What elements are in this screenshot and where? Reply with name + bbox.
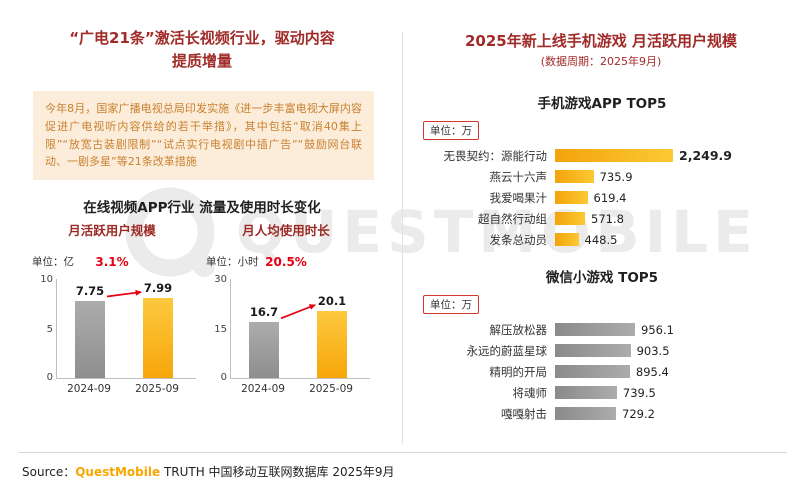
game-value: 448.5 xyxy=(584,232,618,247)
growth-rate-label: 3.1% xyxy=(95,255,129,269)
left-section-title: 在线视频APP行业 流量及使用时长变化 xyxy=(83,200,321,216)
x-label: 2024-09 xyxy=(241,383,285,395)
game-bar xyxy=(555,344,631,357)
y-tick-label: 5 xyxy=(46,324,53,335)
game-bar xyxy=(555,233,579,246)
right-page-title: 2025年新上线手机游戏 月活跃用户规模 xyxy=(465,32,737,50)
game-name: 将魂师 xyxy=(512,385,548,400)
watermark-text: QUESTMOBILE xyxy=(236,198,758,266)
policy-highlight-box: 今年8月，国家广播电视总局印发实施《进一步丰富电视大屏内容 促进广电视听内容供给… xyxy=(33,91,374,181)
y-tick-label: 30 xyxy=(214,274,227,285)
unit-label: 单位：亿 xyxy=(32,256,74,268)
plot-area: 10 5 0 7.75 7.99 xyxy=(40,274,196,383)
game-name: 超自然行动组 xyxy=(478,211,547,226)
y-tick-label: 0 xyxy=(220,372,227,383)
game-row: 超自然行动组 571.8 xyxy=(407,208,797,229)
game-value: 735.9 xyxy=(599,169,633,184)
y-tick-label: 15 xyxy=(214,324,227,335)
right-subtitle: (数据周期：2025年9月) xyxy=(540,55,662,68)
game-name: 无畏契约：源能行动 xyxy=(443,148,548,163)
questmobile-logo-icon xyxy=(125,187,215,277)
left-title-line1: “广电21条”激活长视频行业，驱动内容 xyxy=(69,29,335,47)
bar-value-label: 7.99 xyxy=(143,281,173,296)
x-label: 2024-09 xyxy=(67,383,111,395)
section-title: 微信小游戏 TOP5 xyxy=(545,270,659,286)
game-name: 嘎嘎射击 xyxy=(501,406,547,421)
game-name: 解压放松器 xyxy=(489,322,548,337)
left-page-title: “广电21条”激活长视频行业，驱动内容 提质增量 xyxy=(10,27,394,72)
growth-rate-label: 20.5% xyxy=(265,255,307,269)
game-row: 燕云十六声 735.9 xyxy=(407,166,797,187)
source-suffix: TRUTH 中国移动互联网数据库 2025年9月 xyxy=(160,465,395,479)
bar-value-label: 20.1 xyxy=(317,294,347,308)
x-axis-labels: 2024-09 2025-09 xyxy=(56,383,196,398)
bar-2025-09: 7.99 xyxy=(143,281,173,378)
unit-label: 单位：万 xyxy=(423,121,479,140)
section-mobile-game-top5: 手机游戏APP TOP5 单位：万 无畏契约：源能行动 2,249.9 燕云十六… xyxy=(407,92,797,250)
game-value: 619.4 xyxy=(593,190,627,205)
x-label: 2025-09 xyxy=(309,383,353,395)
x-label: 2025-09 xyxy=(135,383,179,395)
chart-meta-row: 单位：亿 3.1% xyxy=(28,252,196,269)
game-value: 2,249.9 xyxy=(679,148,732,163)
game-row: 我爱喝果汁 619.4 xyxy=(407,187,797,208)
plot-area: 30 15 0 16.7 20.1 xyxy=(214,274,370,383)
chart-title: 月人均使用时长 xyxy=(242,223,330,238)
game-row: 解压放松器 956.1 xyxy=(407,319,797,340)
bar-value-label: 16.7 xyxy=(249,305,279,320)
game-value: 729.2 xyxy=(622,406,655,421)
game-row: 无畏契约：源能行动 2,249.9 xyxy=(407,145,797,166)
source-label: Source： xyxy=(22,465,76,479)
game-value: 739.5 xyxy=(622,385,656,400)
y-tick-label: 0 xyxy=(46,372,53,383)
bar-2024-09: 7.75 xyxy=(75,284,105,378)
footer-source: Source：QuestMobile TRUTH 中国移动互联网数据库 2025… xyxy=(22,463,395,480)
questmobile-watermark: QUESTMOBILE xyxy=(118,180,758,284)
section-title: 手机游戏APP TOP5 xyxy=(537,96,667,112)
chart-monthly-active-users: 月活跃用户规模 单位：亿 3.1% 10 5 0 7.75 7.99 2024-… xyxy=(28,220,196,398)
brand-name: QuestMobile xyxy=(75,465,161,479)
chart-meta-row: 单位：小时 20.5% xyxy=(202,252,370,269)
y-tick-label: 10 xyxy=(40,274,53,285)
game-value: 895.4 xyxy=(635,364,669,379)
bar-value-label: 7.75 xyxy=(75,283,105,298)
unit-label: 单位：万 xyxy=(423,295,479,314)
x-axis-labels: 2024-09 2025-09 xyxy=(230,383,370,398)
footer-divider xyxy=(18,452,787,453)
game-name: 永远的蔚蓝星球 xyxy=(466,343,548,358)
game-bar xyxy=(555,323,635,336)
game-bar xyxy=(555,212,585,225)
left-title-line2: 提质增量 xyxy=(171,51,232,70)
game-name: 发条总动员 xyxy=(489,232,548,247)
game-row: 将魂师 739.5 xyxy=(407,382,797,403)
section-wechat-minigame-top5: 微信小游戏 TOP5 单位：万 解压放松器 956.1 永远的蔚蓝星球 903.… xyxy=(407,266,797,424)
chart-title: 月活跃用户规模 xyxy=(68,223,156,238)
game-row: 嘎嘎射击 729.2 xyxy=(407,403,797,424)
game-row: 发条总动员 448.5 xyxy=(407,229,797,250)
game-bar xyxy=(555,191,588,204)
game-bar xyxy=(555,386,617,399)
unit-label: 单位：小时 xyxy=(206,256,259,268)
vertical-divider xyxy=(402,32,403,444)
game-value: 903.5 xyxy=(636,343,670,358)
game-row: 永远的蔚蓝星球 903.5 xyxy=(407,340,797,361)
game-bar xyxy=(555,407,616,420)
game-row: 精明的开局 895.4 xyxy=(407,361,797,382)
game-value: 956.1 xyxy=(641,322,674,337)
game-bar xyxy=(555,365,630,378)
chart-monthly-usage-time: 月人均使用时长 单位：小时 20.5% 30 15 0 16.7 20.1 20… xyxy=(202,220,370,398)
game-bar xyxy=(555,170,594,183)
game-value: 571.8 xyxy=(591,211,624,226)
game-name: 燕云十六声 xyxy=(489,169,548,184)
bar-2024-09: 16.7 xyxy=(249,305,279,378)
game-bar xyxy=(555,149,673,162)
game-name: 精明的开局 xyxy=(489,364,548,379)
game-name: 我爱喝果汁 xyxy=(489,190,548,205)
bar-2025-09: 20.1 xyxy=(317,294,347,378)
